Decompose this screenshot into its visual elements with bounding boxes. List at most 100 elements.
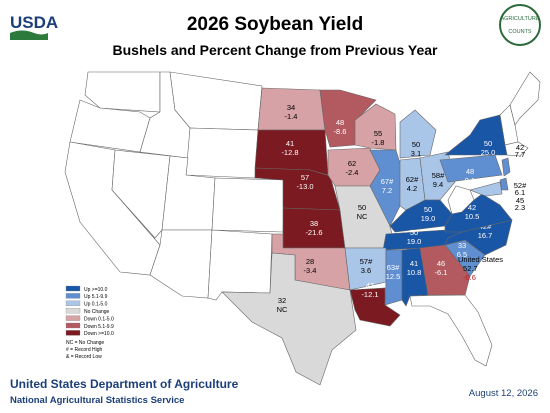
state-yield: 38 [310,219,318,228]
state [501,157,511,177]
state [399,109,437,159]
state-yield: 67# [381,177,394,186]
states: 34-1.441-12.857-13.038-21.628-3.432NC48-… [221,87,527,386]
legend-swatch [65,308,81,314]
state-change: 10.8 [407,268,422,277]
state [444,219,513,256]
legend-swatch [65,330,81,336]
state-change: 25.0 [481,148,496,157]
state [149,229,213,299]
state-change: 19.0 [421,214,436,223]
state-yield: 50 [358,203,366,212]
state-change: 12.5 [386,272,401,281]
state [207,229,273,301]
state-change: 2.3 [515,203,525,212]
legend-label: Down >=10.0 [84,331,114,337]
state-change: 7.7 [515,150,525,159]
legend-swatch [65,322,81,329]
national-change: -0.6 [463,273,476,282]
department: United States Department of Agriculture [10,377,239,391]
state-yield: 41 [410,259,418,268]
state-change: 10.5 [465,212,480,221]
state-yield: 62# [406,175,419,184]
state-yield: 50 [412,140,420,149]
state-yield: 32 [278,296,286,305]
state [111,149,171,239]
state-change: 19.0 [407,237,422,246]
state-yield: 57 [301,173,309,182]
state [389,199,453,233]
state-change: 9.4 [433,180,443,189]
state-change: -1.8 [372,138,385,147]
state-change: 6.5 [457,250,467,259]
state-yield: 50 [484,139,492,148]
state-change: -13.0 [296,182,313,191]
national-yield: 52.7 [463,264,478,273]
logo-swoosh [10,30,48,40]
state-change: -12.8 [281,148,298,157]
state-yield: 58# [432,171,445,180]
national-label: United States [458,255,503,264]
state-yield: 50 [424,205,432,214]
legend-label: Down 5.1-9.9 [84,324,114,330]
state-change: 16.7 [478,231,493,240]
state-change: -1.4 [285,112,298,121]
state-yield: 34 [287,103,295,112]
state-change: 9.1 [465,176,475,185]
state-change: 3.1 [411,149,421,158]
legend-swatch [65,300,81,306]
state-change: NC [357,212,368,221]
state-change: 7.2 [382,186,392,195]
legend-note: NC = No Change [66,340,104,346]
state [349,287,401,327]
logo: USDA [10,13,58,32]
state-change: NC [277,305,288,314]
state-yield: 28 [306,257,314,266]
state-change: -3.4 [304,266,317,275]
state-yield: 63# [387,263,400,272]
state [509,71,541,126]
state [439,154,503,183]
state [444,114,508,156]
state-yield: 41 [286,139,294,148]
state [444,193,513,233]
state-yield: 57# [360,257,373,266]
state-change: -12.1 [361,290,378,299]
legend-note: # = Record High [66,347,102,353]
date: August 12, 2026 [469,388,538,399]
legend: Up >=10.0Up 5.1-9.9Up 0.1-5.0No ChangeDo… [65,285,114,360]
title: 2026 Soybean Yield [187,14,363,35]
state-yield: 48 [466,167,474,176]
state-yield: 47 [366,281,374,290]
state-yield: 48 [336,118,344,127]
state [469,181,503,197]
state [84,71,161,113]
service: National Agricultural Statistics Service [10,395,184,406]
state [419,244,471,296]
badge [499,4,541,46]
state [221,252,357,386]
state-change: 6.1 [515,188,525,197]
legend-swatch [65,315,81,321]
state-yield: 42 [468,203,476,212]
badge-text: COUNTS [508,29,532,35]
state-yield: 62 [348,159,356,168]
state [499,177,509,191]
state-change: 3.6 [361,266,371,275]
subtitle: Bushels and Percent Change from Previous… [113,42,439,58]
legend-label: Up 0.1-5.0 [84,302,108,308]
legend-label: Down 0.1-5.0 [84,316,114,322]
legend-label: No Change [84,309,110,315]
legend-note: & = Record Low [66,354,102,360]
state [384,249,403,306]
unrated-states [64,71,541,367]
state-yield: 42 [516,143,524,152]
state-yield: 55 [374,129,382,138]
badge-text: AGRICULTURE [500,16,539,22]
legend-swatch [65,285,81,292]
state-change: -21.6 [305,228,322,237]
state [409,294,493,367]
legend-label: Up >=10.0 [84,287,108,293]
